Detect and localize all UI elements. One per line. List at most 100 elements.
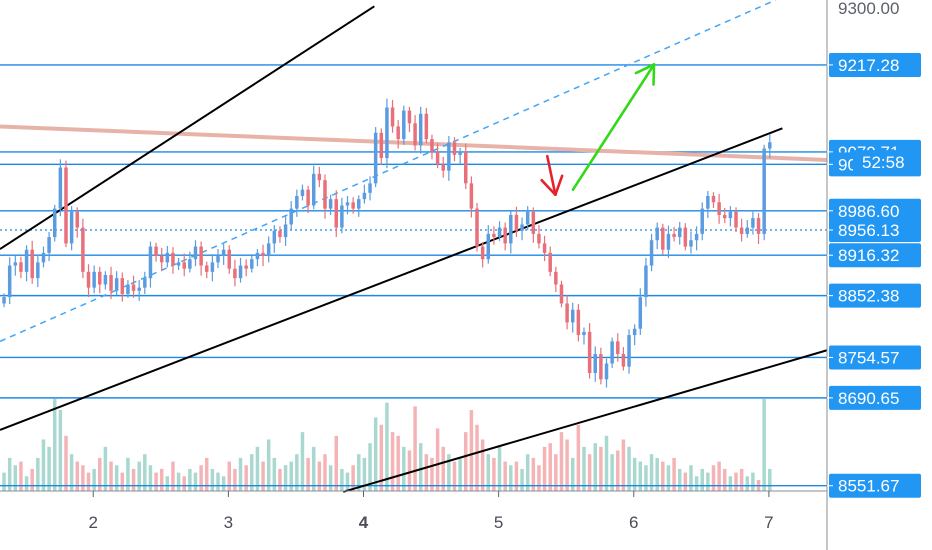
volume-bar bbox=[509, 465, 513, 491]
volume-bar bbox=[745, 476, 750, 491]
candle-body bbox=[447, 142, 451, 171]
candle-body bbox=[69, 211, 74, 244]
volume-bar bbox=[587, 454, 592, 491]
candle-body bbox=[182, 262, 186, 269]
volume-bar bbox=[548, 443, 552, 491]
candle-body bbox=[407, 110, 412, 124]
candle-body bbox=[396, 126, 400, 140]
price-tag[interactable]: 8956.13 bbox=[827, 218, 921, 243]
candle-body bbox=[159, 256, 164, 263]
red-arrow[interactable] bbox=[540, 154, 564, 197]
candle-body bbox=[131, 284, 136, 291]
channel-lower-line[interactable] bbox=[0, 127, 783, 431]
volume-bar bbox=[7, 457, 12, 491]
candle-body bbox=[64, 167, 68, 244]
candle-body bbox=[345, 202, 350, 206]
price-tag-background bbox=[829, 473, 921, 498]
volume-bar bbox=[69, 454, 74, 491]
price-tag[interactable]: 8690.65 bbox=[827, 385, 921, 410]
price-tag-label: 8754.57 bbox=[838, 348, 899, 367]
candle-body bbox=[126, 284, 130, 294]
candle-body bbox=[514, 214, 519, 231]
candle-body bbox=[193, 246, 198, 260]
volume-bar bbox=[514, 461, 519, 491]
green-arrow[interactable] bbox=[571, 63, 656, 191]
price-tag-label: 8551.67 bbox=[838, 477, 899, 496]
candle-body bbox=[739, 227, 744, 234]
candle-body bbox=[683, 227, 688, 247]
candle-body bbox=[503, 227, 507, 244]
volume-bar bbox=[120, 472, 125, 491]
channel-midline[interactable] bbox=[0, 0, 776, 343]
candle-body bbox=[210, 262, 215, 272]
volume-bar bbox=[537, 465, 541, 491]
price-tag[interactable]: 8754.57 bbox=[827, 345, 921, 370]
volume-bar bbox=[328, 465, 333, 491]
price-tag[interactable]: 8916.32 bbox=[827, 243, 921, 268]
volume-bar bbox=[221, 476, 226, 491]
candle-body bbox=[554, 271, 558, 285]
candle-body bbox=[768, 142, 772, 149]
price-axis[interactable]: 9300.00 9217.289079.719060.048986.608956… bbox=[827, 0, 921, 498]
price-tag-label: 8916.32 bbox=[838, 246, 899, 265]
volume-bar bbox=[689, 465, 693, 491]
candle-body bbox=[689, 240, 693, 247]
volume-bar bbox=[193, 472, 198, 491]
time-axis[interactable]: 2 3 4 5 6 7 bbox=[89, 491, 774, 532]
price-tag-background bbox=[829, 283, 921, 308]
price-tag-background bbox=[829, 198, 921, 223]
candle-body bbox=[58, 167, 63, 209]
arrow-drawings[interactable] bbox=[540, 63, 656, 197]
volume-bar bbox=[233, 468, 237, 491]
candle-body bbox=[334, 199, 338, 228]
volume-bar bbox=[469, 410, 474, 491]
volume-bar bbox=[98, 457, 102, 491]
green-arrow-shaft bbox=[571, 63, 656, 191]
candle-body bbox=[52, 208, 57, 238]
volume-bar bbox=[717, 461, 721, 491]
volume-bar bbox=[81, 465, 85, 491]
candle-body bbox=[379, 132, 384, 159]
candle-body bbox=[632, 328, 637, 336]
volume-bar bbox=[13, 465, 18, 491]
volume-bar bbox=[565, 439, 569, 491]
horizontal-levels[interactable] bbox=[0, 64, 827, 487]
volume-bar bbox=[244, 465, 248, 491]
volume-bar bbox=[441, 446, 445, 491]
volume-bar bbox=[458, 457, 462, 491]
price-tag[interactable]: 8986.60 bbox=[827, 198, 921, 223]
volume-bar bbox=[593, 443, 597, 491]
candle-body bbox=[103, 275, 108, 285]
candle-body bbox=[458, 151, 462, 155]
countdown-background bbox=[853, 150, 921, 175]
volume-bar bbox=[661, 461, 665, 491]
volume-bar bbox=[357, 454, 361, 491]
red-arrow-head bbox=[554, 174, 564, 197]
price-tag-label: 8986.60 bbox=[838, 202, 899, 221]
volume-bar bbox=[199, 465, 203, 491]
volume-bar bbox=[570, 457, 575, 491]
candle-body bbox=[30, 249, 34, 279]
countdown-tag[interactable]: 52:58 bbox=[853, 150, 921, 175]
price-tag[interactable]: 8551.67 bbox=[827, 473, 921, 498]
volume-bar bbox=[41, 439, 46, 491]
price-tag[interactable]: 8852.38 bbox=[827, 283, 921, 308]
candle-body bbox=[464, 151, 468, 184]
candle-body bbox=[148, 246, 153, 279]
volume-bar bbox=[700, 468, 704, 491]
volume-bar bbox=[159, 468, 164, 491]
channel-upper-line[interactable] bbox=[0, 5, 375, 250]
candle-body bbox=[81, 227, 85, 272]
volume-bar bbox=[464, 432, 468, 491]
volume-bar bbox=[739, 468, 744, 491]
volume-histogram bbox=[2, 399, 772, 491]
candle-body bbox=[497, 227, 502, 238]
red-arrow-shaft bbox=[545, 154, 557, 197]
candle-body bbox=[340, 205, 344, 228]
volume-bar bbox=[486, 454, 491, 491]
price-tag[interactable]: 9217.28 bbox=[827, 52, 921, 77]
candle-body bbox=[36, 262, 40, 279]
lower-trendline[interactable] bbox=[342, 349, 828, 493]
